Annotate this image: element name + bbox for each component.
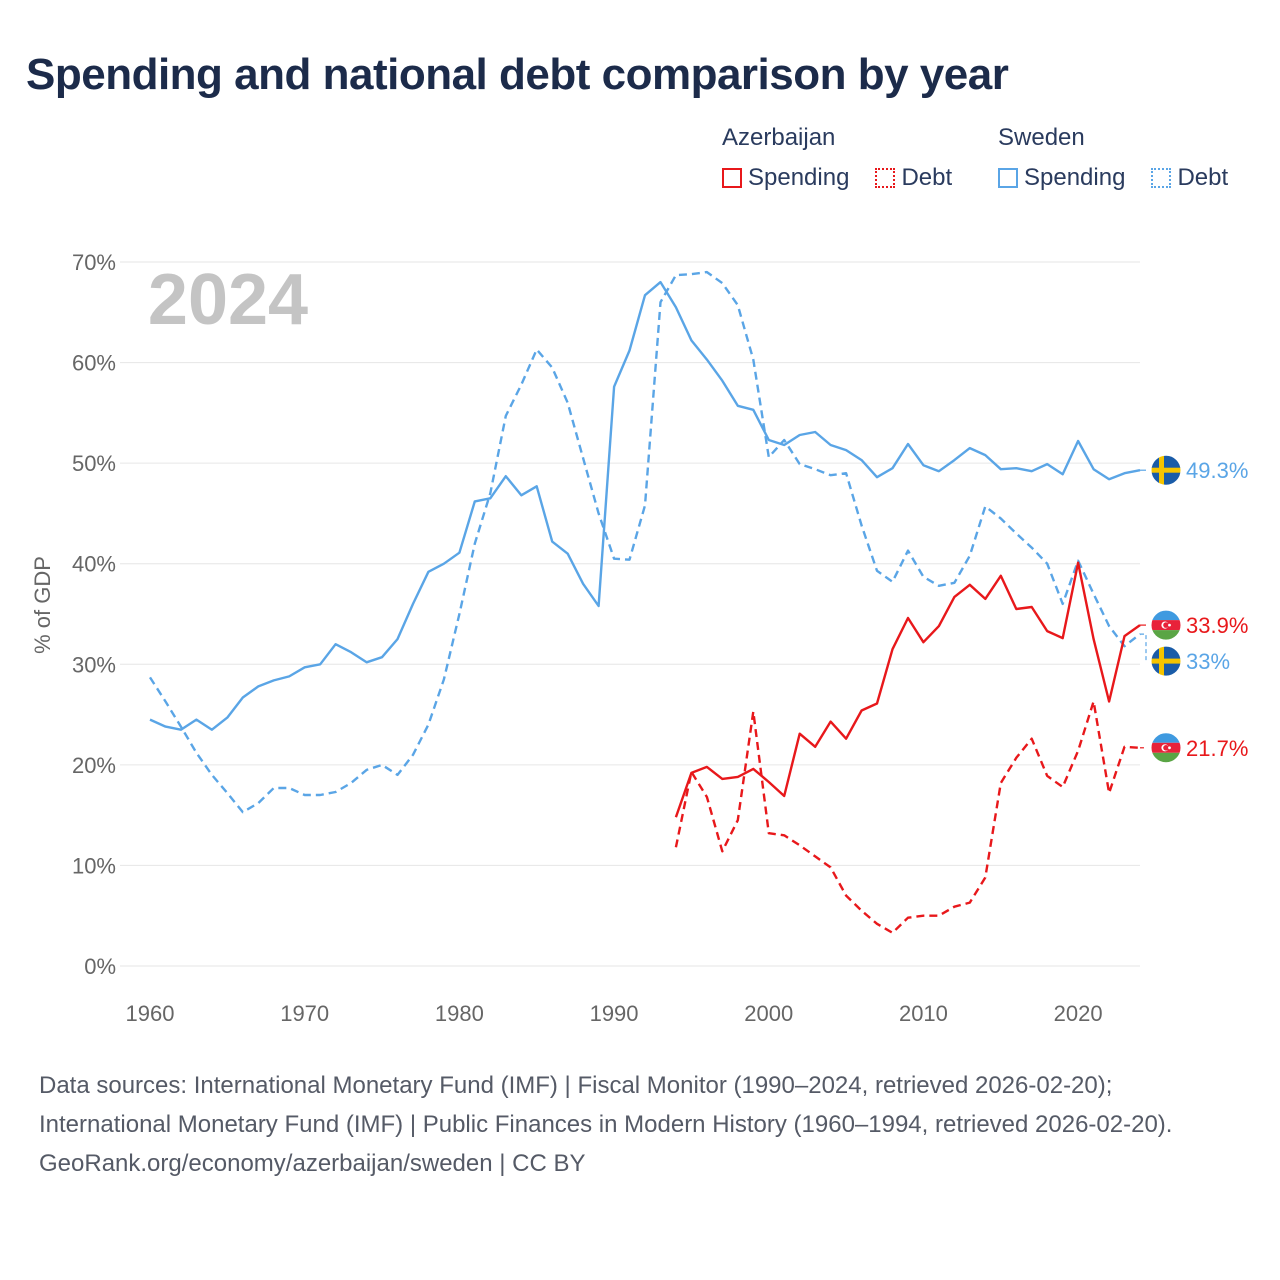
credit-link[interactable]: GeoRank.org/economy/azerbaijan/sweden | …	[39, 1150, 586, 1177]
legend-azerbaijan-debt[interactable]: Debt	[875, 164, 952, 192]
x-tick-label: 1970	[280, 1001, 329, 1026]
x-tick-label: 2000	[744, 1001, 793, 1026]
x-tick-label: 1960	[126, 1001, 175, 1026]
line-chart: 0% 10% 20% 30% 40% 50% 60% 70% 1960 1970 1980 1990…	[30, 250, 1248, 1026]
y-axis-ticks: 0% 10% 20% 30% 40% 50% 60% 70%	[72, 250, 116, 979]
end-value-label: 49.3%	[1186, 458, 1248, 483]
sweden-flag-icon	[1150, 454, 1182, 486]
azerbaijan-flag-icon	[1150, 609, 1182, 641]
x-tick-label: 2010	[899, 1001, 948, 1026]
series-lines	[148, 270, 1141, 934]
legend-country-label: Sweden	[998, 124, 1085, 151]
legend-item-label: Debt	[1177, 164, 1229, 191]
x-axis-ticks: 1960 1970 1980 1990 2000 2010 2020	[126, 1001, 1103, 1026]
grid-lines	[120, 261, 1140, 967]
legend-sweden-debt[interactable]: Debt	[1151, 164, 1228, 192]
data-sources: Data sources: International Monetary Fun…	[39, 1072, 1173, 1138]
x-tick-label: 1990	[590, 1001, 639, 1026]
series-line-sweden-debt	[148, 270, 1141, 814]
end-value-label: 33.9%	[1186, 613, 1248, 638]
legend-swatch-solid	[722, 168, 742, 188]
y-tick-label: 50%	[72, 451, 116, 476]
y-tick-label: 40%	[72, 552, 116, 577]
legend-group-azerbaijan: Azerbaijan Spending Debt	[722, 124, 952, 192]
legend-azerbaijan-spending[interactable]: Spending	[722, 164, 849, 192]
y-tick-label: 60%	[72, 351, 116, 376]
year-watermark: 2024	[148, 260, 308, 340]
series-line-sweden-spending	[149, 280, 1141, 731]
y-tick-label: 30%	[72, 652, 116, 677]
legend-swatch-dotted	[1151, 168, 1172, 188]
legend-swatch-dotted	[875, 168, 896, 188]
page-title: Spending and national debt comparison by…	[26, 50, 1009, 99]
y-tick-label: 10%	[72, 853, 116, 878]
y-tick-label: 0%	[84, 954, 116, 979]
end-value-label: 21.7%	[1186, 736, 1248, 761]
legend-group-sweden: Sweden Spending Debt	[998, 124, 1228, 192]
y-axis-title: % of GDP	[30, 556, 55, 654]
leader-line	[1140, 633, 1147, 662]
sweden-flag-icon	[1150, 645, 1182, 677]
legend-sweden-spending[interactable]: Spending	[998, 164, 1125, 192]
x-tick-label: 1980	[435, 1001, 484, 1026]
legend-item-label: Spending	[1024, 164, 1126, 191]
footer: Data sources: International Monetary Fun…	[39, 1066, 1239, 1183]
y-tick-label: 20%	[72, 753, 116, 778]
end-labels: 49.3% 33.9% 33% 21.7%	[1140, 454, 1248, 764]
legend-swatch-solid	[998, 168, 1018, 188]
series-line-azerbaijan-spending	[674, 561, 1141, 818]
y-tick-label: 70%	[72, 250, 116, 275]
series-line-azerbaijan-debt	[674, 700, 1141, 934]
legend-item-label: Spending	[748, 164, 850, 191]
end-value-label: 33%	[1186, 649, 1230, 674]
azerbaijan-flag-icon	[1150, 732, 1182, 764]
legend-country-label: Azerbaijan	[722, 124, 836, 151]
legend-item-label: Debt	[901, 164, 953, 191]
x-tick-label: 2020	[1054, 1001, 1103, 1026]
